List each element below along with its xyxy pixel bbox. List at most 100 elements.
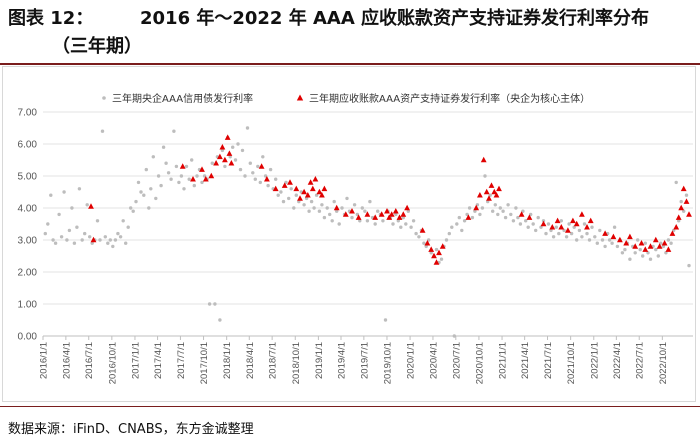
series-2-point (554, 217, 561, 224)
series-2-point (378, 211, 385, 217)
series-1-point (518, 222, 523, 226)
series-1-point (506, 203, 510, 207)
series-1-point (304, 196, 309, 201)
series-1-point (620, 251, 625, 255)
series-1-point (302, 203, 306, 207)
y-tick-label: 6.00 (18, 140, 38, 151)
series-1-point (672, 228, 676, 233)
series-1-point (628, 257, 632, 261)
series-1-point (514, 206, 518, 210)
series-1-point (116, 231, 120, 236)
series-1-point (253, 177, 257, 181)
series-1-point (511, 219, 516, 223)
figure-label: 图表 12： (8, 8, 94, 29)
series-1-point (98, 238, 102, 242)
y-tick-label: 5.00 (18, 172, 38, 183)
series-1-point (245, 126, 250, 130)
series-2-point (222, 156, 228, 163)
series-1-point (687, 263, 691, 268)
series-2-point (312, 176, 319, 182)
series-1-point (177, 180, 181, 185)
data-source-note: 数据来源：iFinD、CNABS，东方金诚整理 (8, 422, 254, 437)
series-1-point (284, 180, 288, 185)
series-1-point (266, 183, 270, 188)
series-1-point (677, 219, 681, 223)
series-2-point (665, 246, 672, 252)
grid-layer (42, 111, 693, 340)
x-tick-label: 2021/7/1 (543, 342, 554, 379)
series-2-point (647, 243, 654, 249)
x-axis-ticks: 2016/1/1 2016/4/1 2016/7/1 2016/10/1 2017/1/… (39, 342, 669, 384)
series-1-point (154, 196, 158, 201)
series-2-point (632, 243, 639, 249)
figure-title-line2: （三年期） (52, 36, 142, 57)
series-1-point (470, 215, 475, 220)
series-2-point (404, 204, 410, 211)
series-1-point (409, 225, 413, 229)
series-1-point (172, 129, 176, 133)
series-1-point (404, 222, 408, 226)
series-2-point (226, 150, 233, 156)
series-1-point (238, 167, 243, 172)
series-1-point (192, 183, 196, 188)
series-2-point (349, 208, 355, 214)
scatter-chart: 0.00 1.00 2.00 3.00 4.00 5.00 6.00 7.00 2016/1/… (18, 92, 693, 384)
series-1-point (643, 241, 647, 245)
series-2-point (565, 227, 571, 233)
series-2-point (573, 220, 580, 227)
series-1-point (314, 193, 319, 197)
legend-marker-series-2 (296, 94, 304, 101)
series-2-point (493, 192, 500, 198)
series-1-point (200, 180, 204, 185)
series-1-point (666, 238, 671, 242)
series-1-point (240, 148, 245, 153)
series-1-point (503, 215, 508, 220)
series-2-point (439, 243, 446, 249)
series-1-point (376, 209, 380, 213)
series-1-point (478, 212, 482, 217)
series-2-point (477, 192, 483, 198)
series-1-point (544, 231, 548, 236)
series-2-point (652, 236, 659, 243)
series-1-point (261, 155, 265, 159)
series-2-point (436, 249, 442, 256)
series-2-point (287, 179, 293, 185)
series-1-point (159, 183, 163, 188)
series-1-point (661, 244, 666, 249)
series-1-point (381, 219, 385, 223)
series-1-point (169, 177, 173, 181)
y-tick-label: 7.00 (18, 108, 38, 119)
series-1-point (536, 215, 540, 220)
x-tick-label: 2020/7/1 (451, 342, 462, 379)
series-1-point (595, 241, 599, 245)
series-1-point (531, 222, 535, 226)
series-2-point (431, 252, 437, 259)
series-1-point (307, 209, 311, 213)
series-2-point (675, 214, 682, 220)
series-2-point (673, 224, 680, 230)
series-1-point (149, 187, 153, 191)
series-1-point (452, 334, 456, 338)
series-1-point (251, 171, 255, 175)
legend-label-series-2: 三年期应收账款AAA资产支持证券发行利率（央企为核心主体） (309, 92, 590, 105)
series-1-point (424, 244, 428, 249)
series-2-point (264, 176, 270, 182)
x-tick-label: 2022/10/1 (658, 342, 669, 384)
series-2-point (433, 259, 440, 265)
series-1-point (62, 190, 66, 194)
series-2-point (570, 217, 576, 224)
series-1-point (75, 225, 79, 229)
series-1-point (207, 302, 212, 306)
series-1-point (274, 177, 278, 181)
series-2-point (496, 185, 502, 192)
series-1-point (444, 238, 449, 242)
x-tick-label: 2020/4/1 (428, 342, 439, 379)
chart-frame: 0.00 1.00 2.00 3.00 4.00 5.00 6.00 7.00 2016/1/… (2, 66, 696, 402)
series-1-point (391, 222, 395, 226)
series-1-point (355, 212, 359, 217)
y-tick-label: 1.00 (18, 300, 38, 311)
series-1-point (516, 215, 520, 220)
series-2-point (179, 163, 186, 169)
series-1-point (455, 222, 459, 226)
legend: 三年期央企AAA信用债发行利率 三年期应收账款AAA资产支持证券发行利率（央企为… (102, 92, 590, 105)
